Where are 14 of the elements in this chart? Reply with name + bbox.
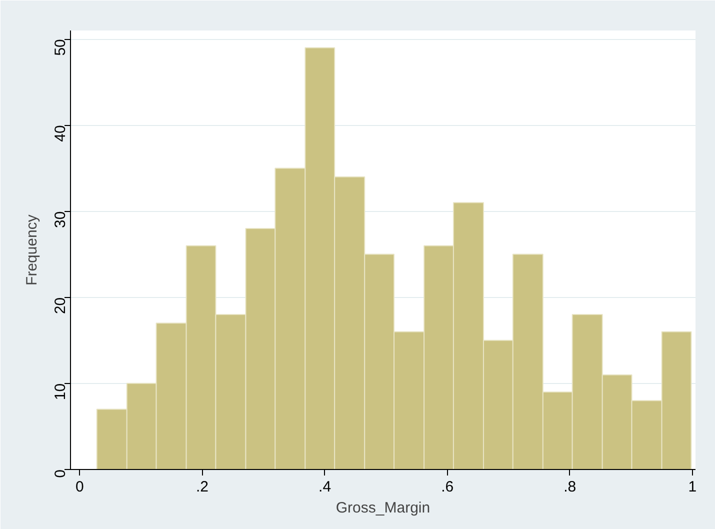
y-axis-title: Frequency [24, 214, 40, 286]
x-tick-label: .4 [318, 478, 332, 496]
y-tick-label: 50 [52, 39, 69, 56]
x-tick-label: .8 [564, 478, 576, 496]
x-tick-label: 0 [76, 478, 84, 496]
y-tick-label: 10 [52, 383, 69, 400]
y-tick-label: 20 [52, 297, 69, 314]
x-tick-label: .6 [441, 478, 454, 496]
x-tick-label: 1 [688, 478, 697, 496]
x-axis-title: Gross_Margin [336, 500, 430, 516]
x-tick-label: .2 [196, 478, 208, 496]
y-tick-label: 0 [52, 470, 69, 478]
y-tick-label: 40 [52, 125, 69, 142]
y-tick-label: 30 [52, 211, 69, 228]
